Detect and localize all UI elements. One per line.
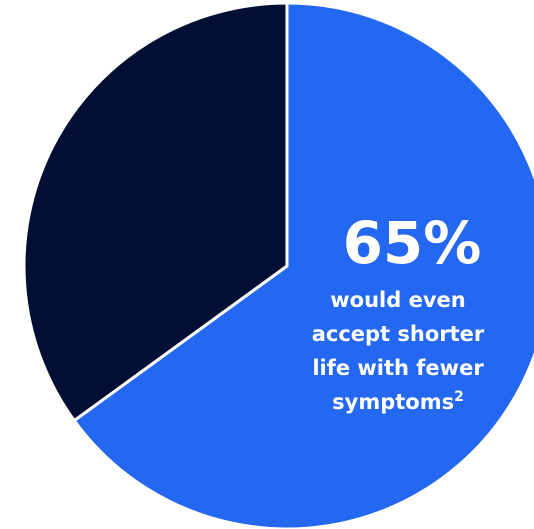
pie-slices	[22, 1, 534, 529]
footnote-marker: 2	[454, 389, 464, 405]
callout-line-4-text: symptoms	[332, 390, 454, 414]
callout-line-1: would even	[330, 288, 465, 312]
pie-slice-1	[72, 1, 534, 529]
callout-line-3: life with fewer	[312, 356, 484, 380]
callout-line-2: accept shorter	[312, 322, 485, 346]
callout-line-4: symptoms2	[332, 389, 464, 414]
pie-slice-2	[22, 1, 289, 423]
slice-value-label: 65%	[343, 209, 482, 277]
